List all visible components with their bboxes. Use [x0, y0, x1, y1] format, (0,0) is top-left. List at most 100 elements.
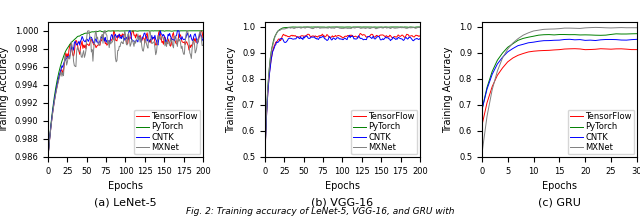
TensorFlow: [44, 156, 52, 158]
Legend: TensorFlow, PyTorch, CNTK, MXNet: TensorFlow, PyTorch, CNTK, MXNet: [351, 110, 417, 155]
CNTK: [581, 39, 589, 42]
CNTK: [556, 39, 563, 41]
PyTorch: [581, 34, 589, 36]
PyTorch: [346, 26, 353, 28]
Line: TensorFlow: TensorFlow: [482, 49, 637, 126]
CNTK: [591, 39, 599, 42]
TensorFlow: [566, 48, 573, 50]
TensorFlow: [45, 147, 52, 149]
CNTK: [623, 39, 630, 41]
TensorFlow: [326, 36, 334, 39]
PyTorch: [591, 34, 599, 36]
TensorFlow: [556, 48, 563, 51]
PyTorch: [561, 33, 568, 36]
TensorFlow: [623, 48, 630, 51]
PyTorch: [628, 32, 636, 35]
PyTorch: [602, 34, 610, 36]
CNTK: [109, 38, 117, 41]
CNTK: [628, 38, 636, 41]
PyTorch: [504, 46, 511, 49]
Legend: TensorFlow, PyTorch, CNTK, MXNet: TensorFlow, PyTorch, CNTK, MXNet: [134, 110, 200, 155]
CNTK: [633, 38, 640, 41]
MXNet: [275, 29, 283, 32]
Legend: TensorFlow, PyTorch, CNTK, MXNet: TensorFlow, PyTorch, CNTK, MXNet: [568, 110, 634, 155]
Text: Fig. 2: Training accuracy of LeNet-5, VGG-16, and GRU with: Fig. 2: Training accuracy of LeNet-5, VG…: [186, 207, 454, 216]
CNTK: [261, 156, 269, 158]
TensorFlow: [404, 33, 412, 36]
PyTorch: [187, 29, 195, 32]
MXNet: [571, 27, 579, 30]
Text: (a) LeNet-5: (a) LeNet-5: [94, 198, 157, 208]
PyTorch: [261, 156, 269, 158]
PyTorch: [58, 60, 66, 62]
CNTK: [545, 39, 553, 42]
PyTorch: [576, 34, 584, 36]
PyTorch: [623, 33, 630, 35]
TensorFlow: [525, 51, 532, 53]
CNTK: [576, 38, 584, 41]
PyTorch: [262, 132, 269, 134]
CNTK: [416, 37, 424, 40]
PyTorch: [597, 34, 605, 37]
TensorFlow: [509, 57, 516, 59]
TensorFlow: [110, 29, 118, 32]
PyTorch: [514, 39, 522, 42]
TensorFlow: [561, 48, 568, 50]
PyTorch: [327, 26, 335, 29]
MXNet: [535, 29, 543, 31]
Line: TensorFlow: TensorFlow: [48, 31, 203, 157]
MXNet: [597, 26, 605, 29]
PyTorch: [129, 30, 136, 32]
PyTorch: [478, 109, 486, 111]
TensorFlow: [618, 48, 625, 50]
PyTorch: [289, 26, 297, 28]
CNTK: [586, 39, 594, 41]
MXNet: [262, 132, 269, 135]
CNTK: [187, 33, 195, 36]
PyTorch: [493, 59, 501, 61]
TensorFlow: [550, 49, 558, 51]
MXNet: [561, 27, 568, 29]
PyTorch: [550, 34, 558, 36]
TensorFlow: [58, 68, 66, 71]
TensorFlow: [581, 48, 589, 51]
Line: PyTorch: PyTorch: [48, 31, 203, 157]
MXNet: [509, 42, 516, 44]
CNTK: [199, 39, 207, 42]
TensorFlow: [478, 124, 486, 127]
PyTorch: [618, 33, 625, 35]
TensorFlow: [591, 48, 599, 51]
X-axis label: Epochs: Epochs: [542, 181, 577, 191]
MXNet: [499, 57, 506, 59]
CNTK: [125, 29, 133, 32]
TensorFlow: [504, 61, 511, 63]
MXNet: [110, 35, 118, 38]
MXNet: [566, 27, 573, 29]
CNTK: [345, 36, 353, 38]
PyTorch: [102, 30, 109, 33]
TensorFlow: [602, 48, 610, 50]
PyTorch: [612, 32, 620, 35]
TensorFlow: [488, 85, 496, 88]
PyTorch: [404, 26, 412, 28]
PyTorch: [96, 29, 104, 32]
PyTorch: [566, 33, 573, 36]
CNTK: [607, 38, 615, 41]
PyTorch: [535, 34, 543, 36]
Line: PyTorch: PyTorch: [265, 27, 420, 157]
CNTK: [44, 156, 52, 158]
CNTK: [618, 39, 625, 41]
PyTorch: [556, 33, 563, 36]
MXNet: [488, 89, 496, 91]
CNTK: [525, 41, 532, 44]
CNTK: [509, 47, 516, 50]
PyTorch: [499, 52, 506, 54]
MXNet: [58, 75, 66, 78]
PyTorch: [45, 146, 52, 149]
CNTK: [612, 38, 620, 41]
TensorFlow: [109, 34, 117, 37]
CNTK: [540, 39, 548, 42]
MXNet: [623, 26, 630, 29]
TensorFlow: [597, 48, 605, 50]
PyTorch: [545, 33, 553, 36]
